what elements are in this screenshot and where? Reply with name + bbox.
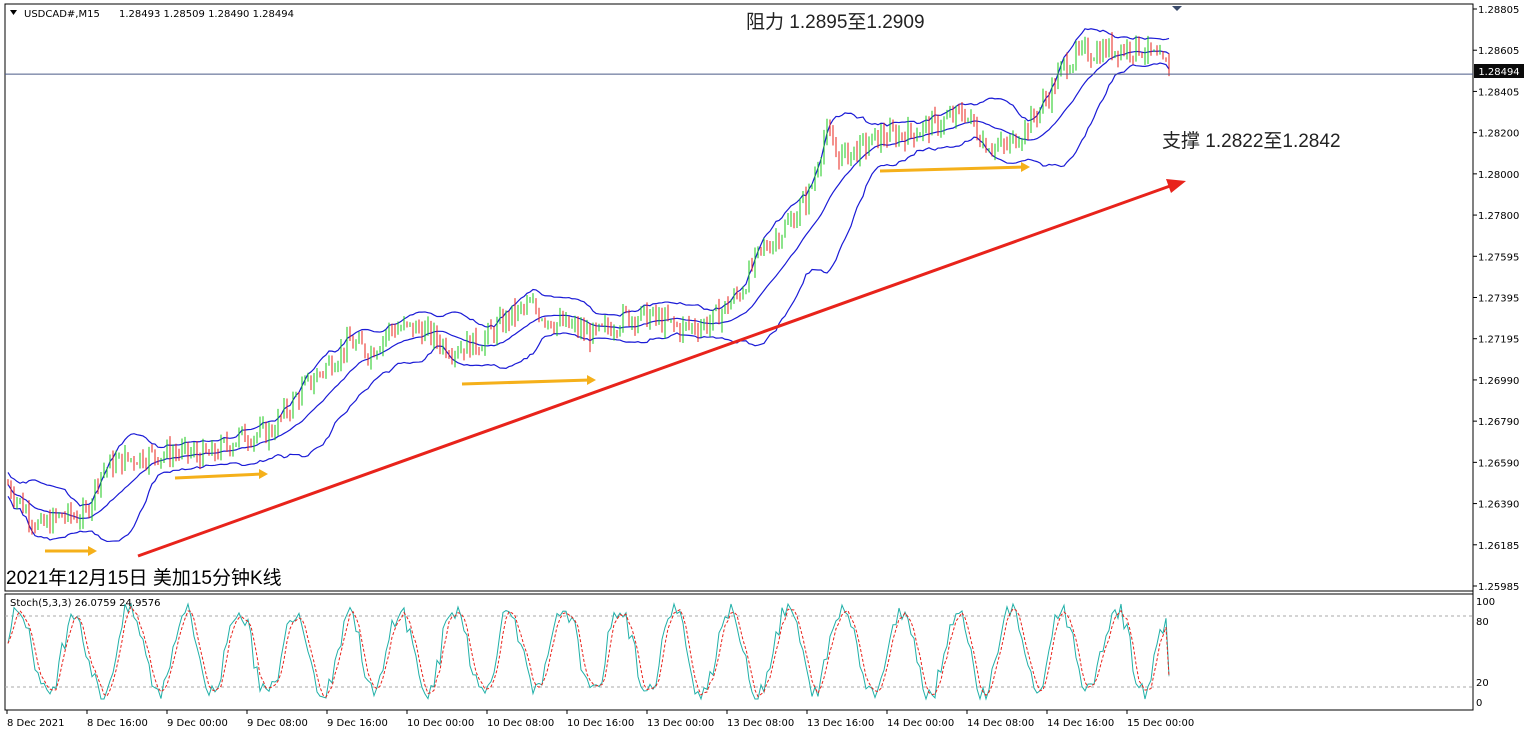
stoch-lines: [7, 602, 1170, 701]
time-tick-label: 13 Dec 08:00: [727, 718, 794, 729]
price-tick-label: 1.28000: [1478, 170, 1519, 181]
bollinger-bands: [7, 28, 1170, 543]
price-tick-label: 1.28405: [1478, 87, 1519, 98]
stoch-panel: [4, 593, 1474, 711]
trend-arrow-head: [1166, 179, 1186, 193]
price-tick-label: 1.27195: [1478, 335, 1519, 346]
price-tick-label: 1.26185: [1478, 541, 1519, 552]
price-tick-label: 1.28805: [1478, 5, 1519, 16]
chart-menu-icon[interactable]: [10, 10, 17, 15]
stoch-tick-label: 100: [1476, 597, 1495, 608]
chart-caption: 2021年12月15日 美加15分钟K线: [6, 567, 282, 589]
trend-line: [137, 184, 1171, 558]
symbol-header: USDCAD#,M15: [24, 9, 100, 20]
time-tick-label: 8 Dec 2021: [7, 718, 65, 729]
time-tick-label: 13 Dec 00:00: [647, 718, 714, 729]
price-tick-label: 1.26390: [1478, 500, 1519, 511]
price-tick-label: 1.25985: [1478, 582, 1519, 593]
support-markers: [45, 162, 1030, 556]
support-annotation: 支撑 1.2822至1.2842: [1162, 130, 1341, 152]
price-axis: 1.28805 1.28605 1.28405 1.28200 1.28000 1.278…: [1473, 5, 1519, 593]
stoch-tick-label: 0: [1476, 698, 1482, 709]
stoch-d-line: [7, 605, 1170, 698]
stoch-tick-label: 20: [1476, 678, 1489, 689]
price-tick-label: 1.26990: [1478, 376, 1519, 387]
time-tick-label: 8 Dec 16:00: [87, 718, 148, 729]
price-tick-label: 1.27395: [1478, 294, 1519, 305]
time-tick-label: 14 Dec 00:00: [887, 718, 954, 729]
price-tick-label: 1.28605: [1478, 46, 1519, 57]
price-tick-label: 1.28200: [1478, 129, 1519, 140]
price-tick-label: 1.27595: [1478, 252, 1519, 263]
stoch-axis: 100 80 20 0: [1476, 597, 1495, 709]
price-tick-label: 1.27800: [1478, 211, 1519, 222]
time-tick-label: 14 Dec 16:00: [1047, 718, 1114, 729]
band-middle: [7, 50, 1170, 520]
time-tick-label: 9 Dec 16:00: [327, 718, 388, 729]
resistance-annotation: 阻力 1.2895至1.2909: [746, 11, 925, 33]
time-tick-label: 15 Dec 00:00: [1127, 718, 1194, 729]
candles: [7, 32, 1170, 535]
band-lower: [7, 62, 1170, 543]
shift-marker-icon[interactable]: [1172, 6, 1182, 11]
stoch-title: Stoch(5,3,3) 26.0759 24.9576: [10, 598, 161, 609]
band-upper: [7, 28, 1170, 507]
time-tick-label: 9 Dec 00:00: [167, 718, 228, 729]
time-tick-label: 10 Dec 16:00: [567, 718, 634, 729]
time-tick-label: 10 Dec 00:00: [407, 718, 474, 729]
time-tick-label: 10 Dec 08:00: [487, 718, 554, 729]
stoch-tick-label: 80: [1476, 617, 1489, 628]
ohlc-header: 1.28493 1.28509 1.28490 1.28494: [119, 9, 294, 20]
stoch-k-line: [7, 602, 1170, 701]
time-axis: 8 Dec 2021 8 Dec 16:00 9 Dec 00:00 9 Dec 08…: [6, 710, 1194, 729]
time-tick-label: 9 Dec 08:00: [247, 718, 308, 729]
current-price-label: 1.28494: [1478, 67, 1519, 78]
price-panel: [4, 3, 1474, 592]
current-price-tag: [1474, 64, 1524, 78]
price-tick-label: 1.26590: [1478, 458, 1519, 469]
time-tick-label: 13 Dec 16:00: [807, 718, 874, 729]
time-tick-label: 14 Dec 08:00: [967, 718, 1034, 729]
price-tick-label: 1.26790: [1478, 417, 1519, 428]
